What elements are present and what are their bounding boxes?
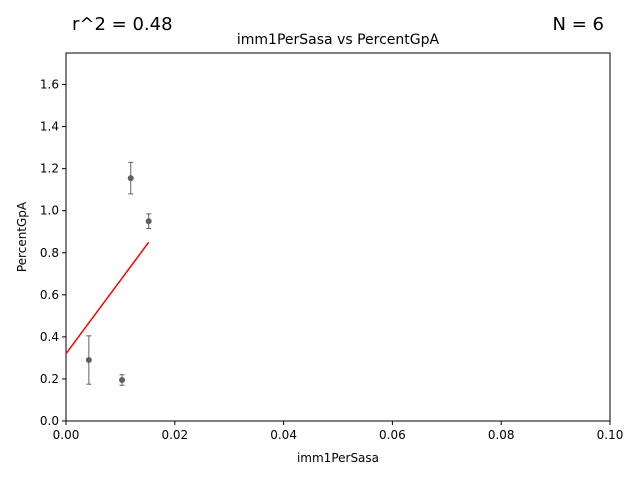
y-tick-label: 1.4 <box>40 120 59 134</box>
r2-annotation: r^2 = 0.48 <box>72 14 173 35</box>
data-point <box>145 218 152 225</box>
n-annotation: N = 6 <box>553 14 604 35</box>
chart-title: imm1PerSasa vs PercentGpA <box>237 32 440 48</box>
fit-line <box>65 241 150 355</box>
y-tick-label: 0.6 <box>40 288 59 302</box>
x-tick-label: 0.04 <box>270 428 297 442</box>
x-axis-label: imm1PerSasa <box>297 451 379 465</box>
data-point <box>85 357 92 364</box>
y-tick-label: 0.8 <box>40 246 59 260</box>
data-point <box>119 376 126 383</box>
plot-frame <box>65 52 611 422</box>
x-tick-label: 0.08 <box>488 428 515 442</box>
y-tick-label: 0.0 <box>40 414 59 428</box>
x-tick-label: 0.10 <box>597 428 624 442</box>
y-tick-label: 1.2 <box>40 162 59 176</box>
y-tick-label: 0.2 <box>40 372 59 386</box>
y-tick-label: 0.4 <box>40 330 59 344</box>
y-axis-label: PercentGpA <box>15 201 29 272</box>
x-tick-label: 0.06 <box>379 428 406 442</box>
x-tick-label: 0.00 <box>53 428 80 442</box>
x-tick-label: 0.02 <box>161 428 188 442</box>
axis-ticks: 0.00 0.02 0.04 0.06 0.08 0.10 0.0 0.2 0.4 0.6 0.8 1… <box>40 78 623 442</box>
data-point <box>127 175 134 182</box>
plot-area <box>65 52 611 422</box>
y-tick-label: 1.0 <box>40 204 59 218</box>
y-tick-label: 1.6 <box>40 78 59 92</box>
